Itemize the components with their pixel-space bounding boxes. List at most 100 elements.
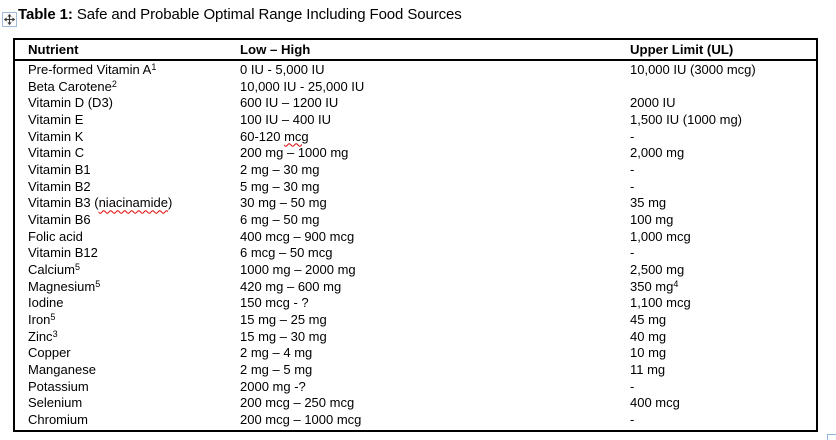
- col-header-upper-limit: Upper Limit (UL): [630, 42, 734, 57]
- table-row: Vitamin B1 2 mg – 30 mg -: [15, 162, 816, 179]
- table-row: Folic acid 400 mcg – 900 mcg 1,000 mcg: [15, 229, 816, 246]
- range-cell: 2 mg – 5 mg: [240, 362, 313, 378]
- move-arrows-icon: [4, 14, 15, 25]
- range-cell: 100 IU – 400 IU: [240, 112, 332, 128]
- col-header-nutrient: Nutrient: [28, 42, 79, 57]
- table-row: Vitamin B3 (niacinamide) 30 mg – 50 mg 35 …: [15, 195, 816, 212]
- nutrient-cell: Pre-formed Vitamin A1: [28, 62, 157, 77]
- range-cell: 420 mg – 600 mg: [240, 278, 342, 294]
- range-cell: 30 mg – 50 mg: [240, 195, 327, 211]
- table-row: Vitamin B2 5 mg – 30 mg -: [15, 179, 816, 196]
- upper-limit-cell: 35 mg: [630, 195, 667, 211]
- upper-limit-cell: 1,100 mcg: [630, 295, 691, 311]
- nutrient-cell: Vitamin D (D3): [28, 95, 114, 111]
- upper-limit-cell: -: [630, 162, 635, 178]
- nutrient-cell: Vitamin C: [28, 145, 85, 161]
- range-cell: 10,000 IU - 25,000 IU: [240, 78, 365, 94]
- upper-limit-cell: 40 mg: [630, 328, 667, 344]
- table-body: Pre-formed Vitamin A1 0 IU - 5,000 IU 10,0…: [15, 61, 816, 429]
- nutrient-cell: Beta Carotene2: [28, 78, 117, 94]
- nutrient-cell: Iodine: [28, 295, 64, 311]
- nutrient-cell: Selenium: [28, 395, 83, 411]
- range-cell: 400 mcg – 900 mcg: [240, 228, 355, 244]
- upper-limit-cell: 1,000 mcg: [630, 228, 691, 244]
- table-row: Vitamin K 60-120 mcg -: [15, 129, 816, 146]
- range-cell: 200 mg – 1000 mg: [240, 145, 349, 161]
- range-cell: 6 mcg – 50 mcg: [240, 245, 333, 261]
- table-move-handle[interactable]: [2, 12, 17, 27]
- upper-limit-cell: 1,500 IU (1000 mg): [630, 112, 743, 128]
- table-row: Iodine 150 mcg - ? 1,100 mcg: [15, 295, 816, 312]
- nutrient-cell: Manganese: [28, 362, 96, 378]
- nutrient-cell: Potassium: [28, 378, 89, 394]
- range-cell: 150 mcg - ?: [240, 295, 309, 311]
- upper-limit-cell: 400 mcg: [630, 395, 680, 411]
- nutrient-cell: Vitamin B6: [28, 212, 91, 228]
- nutrient-cell: Zinc3: [28, 328, 58, 344]
- nutrient-cell: Folic acid: [28, 228, 83, 244]
- table-caption-title: Safe and Probable Optimal Range Includin…: [72, 6, 462, 23]
- col-header-low-high: Low – High: [240, 42, 311, 57]
- nutrient-cell: Vitamin B12: [28, 245, 98, 261]
- nutrient-cell: Vitamin B1: [28, 162, 91, 178]
- nutrient-cell: Iron5: [28, 312, 56, 328]
- range-cell: 1000 mg – 2000 mg: [240, 262, 356, 278]
- upper-limit-cell: 100 mg: [630, 212, 674, 228]
- table-row: Chromium 200 mcg – 1000 mcg -: [15, 412, 816, 429]
- range-cell: 60-120 mcg: [240, 128, 309, 144]
- table-row: Manganese 2 mg – 5 mg 11 mg: [15, 362, 816, 379]
- range-cell: 6 mg – 50 mg: [240, 212, 320, 228]
- upper-limit-cell: -: [630, 245, 635, 261]
- upper-limit-cell: 11 mg: [630, 362, 666, 378]
- nutrient-cell: Vitamin E: [28, 112, 84, 128]
- upper-limit-cell: -: [630, 178, 635, 194]
- upper-limit-cell: 10 mg: [630, 345, 667, 361]
- nutrient-cell: Chromium: [28, 412, 88, 428]
- upper-limit-cell: [630, 79, 816, 96]
- range-cell: 5 mg – 30 mg: [240, 178, 320, 194]
- range-cell: 600 IU – 1200 IU: [240, 95, 339, 111]
- table-header-row: Nutrient Low – High Upper Limit (UL): [15, 40, 816, 61]
- range-cell: 15 mg – 30 mg: [240, 328, 327, 344]
- table-row: Magnesium5 420 mg – 600 mg 350 mg4: [15, 279, 816, 296]
- nutrient-cell: Vitamin B3 (niacinamide): [28, 195, 173, 211]
- range-cell: 15 mg – 25 mg: [240, 312, 327, 328]
- table-row: Vitamin E 100 IU – 400 IU 1,500 IU (1000 m…: [15, 112, 816, 129]
- table-row: Selenium 200 mcg – 250 mcg 400 mcg: [15, 395, 816, 412]
- nutrient-cell: Vitamin B2: [28, 178, 91, 194]
- table-row: Iron5 15 mg – 25 mg 45 mg: [15, 312, 816, 329]
- table-caption: Table 1: Safe and Probable Optimal Range…: [18, 5, 462, 25]
- nutrient-cell: Copper: [28, 345, 71, 361]
- range-cell: 2 mg – 4 mg: [240, 345, 313, 361]
- table-row: Vitamin C 200 mg – 1000 mg 2,000 mg: [15, 145, 816, 162]
- table-resize-handle[interactable]: [827, 434, 836, 440]
- table-row: Pre-formed Vitamin A1 0 IU - 5,000 IU 10,0…: [15, 62, 816, 79]
- upper-limit-cell: 45 mg: [630, 312, 667, 328]
- table-row: Potassium 2000 mg -? -: [15, 379, 816, 396]
- range-cell: 2000 mg -?: [240, 378, 306, 394]
- range-cell: 0 IU - 5,000 IU: [240, 62, 325, 77]
- table-row: Zinc3 15 mg – 30 mg 40 mg: [15, 329, 816, 346]
- nutrient-cell: Magnesium5: [28, 278, 101, 294]
- table-row: Vitamin D (D3) 600 IU – 1200 IU 2000 IU: [15, 95, 816, 112]
- table-row: Copper 2 mg – 4 mg 10 mg: [15, 345, 816, 362]
- table-row: Calcium5 1000 mg – 2000 mg 2,500 mg: [15, 262, 816, 279]
- upper-limit-cell: 2,500 mg: [630, 262, 685, 278]
- range-cell: 200 mcg – 1000 mcg: [240, 412, 362, 428]
- upper-limit-cell: 10,000 IU (3000 mcg): [630, 62, 756, 77]
- table-row: Vitamin B6 6 mg – 50 mg 100 mg: [15, 212, 816, 229]
- nutrient-range-table: Nutrient Low – High Upper Limit (UL) Pre…: [13, 38, 818, 432]
- upper-limit-cell: -: [630, 412, 635, 428]
- nutrient-cell: Vitamin K: [28, 128, 84, 144]
- table-caption-number: Table 1:: [18, 6, 73, 23]
- range-cell: 2 mg – 30 mg: [240, 162, 320, 178]
- table-row: Vitamin B12 6 mcg – 50 mcg -: [15, 245, 816, 262]
- upper-limit-cell: -: [630, 128, 635, 144]
- upper-limit-cell: 2,000 mg: [630, 145, 685, 161]
- upper-limit-cell: 350 mg4: [630, 278, 679, 294]
- range-cell: 200 mcg – 250 mcg: [240, 395, 355, 411]
- upper-limit-cell: -: [630, 378, 635, 394]
- nutrient-cell: Calcium5: [28, 262, 80, 278]
- upper-limit-cell: 2000 IU: [630, 95, 676, 111]
